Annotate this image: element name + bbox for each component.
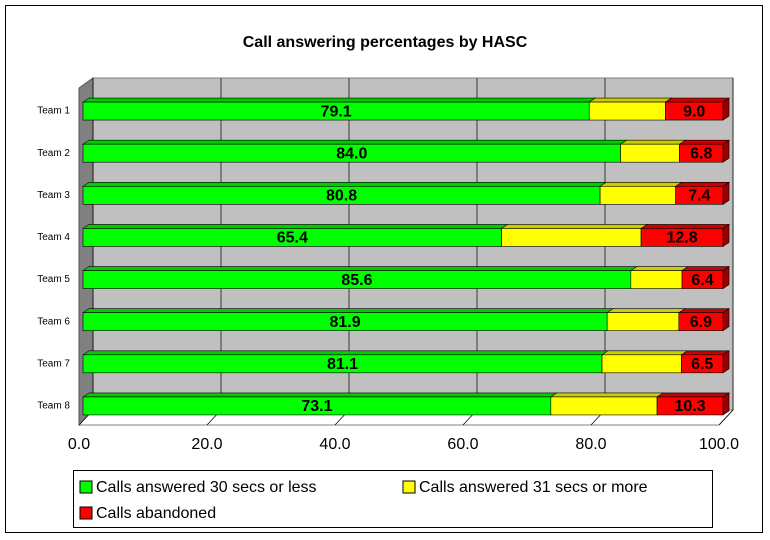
bar-top (606, 308, 686, 313)
data-label: 81.1 (327, 356, 358, 373)
x-tick-label: 40.0 (319, 436, 350, 453)
bar (679, 143, 724, 163)
bar-side (722, 266, 730, 290)
legend-swatch (402, 480, 416, 494)
bar-top (82, 224, 509, 229)
bar-side (722, 139, 730, 163)
bar-top (640, 224, 730, 229)
bar-top (680, 350, 730, 356)
bar-side (722, 350, 730, 374)
bar (599, 186, 676, 205)
data-label: 79.1 (321, 103, 352, 120)
y-tick-label: Team 8 (37, 401, 70, 412)
bar-top (82, 308, 615, 313)
legend-swatch (79, 506, 93, 520)
bar-top (500, 224, 649, 229)
x-tick-label: 60.0 (447, 436, 478, 453)
bar-top (678, 139, 730, 145)
bar (678, 312, 724, 331)
bar-side (722, 181, 730, 205)
y-tick-label: Team 5 (37, 274, 70, 285)
bar-top (82, 139, 628, 145)
bar-top (656, 392, 730, 398)
x-tick-label: 20.0 (191, 436, 222, 453)
data-label: 10.3 (674, 398, 705, 415)
bar-top (664, 97, 730, 103)
bar-top (82, 266, 638, 271)
bar (675, 186, 724, 205)
data-label: 9.0 (683, 103, 705, 120)
legend-label: Calls answered 30 secs or less (96, 479, 317, 496)
bar-top (677, 308, 730, 313)
data-label: 73.1 (301, 398, 332, 415)
chart-title: Call answering percentages by HASC (243, 34, 528, 51)
bar-top (82, 350, 610, 356)
bar (656, 396, 724, 416)
bar-top (82, 97, 597, 103)
data-label: 6.4 (691, 272, 713, 289)
legend-swatch (79, 480, 93, 494)
bar (588, 101, 666, 121)
y-tick-label: Team 1 (37, 106, 70, 117)
bar-side (722, 308, 730, 332)
x-tick-label: 80.0 (575, 436, 606, 453)
bar (681, 270, 724, 289)
bar (640, 228, 724, 247)
legend (73, 470, 713, 528)
data-label: 84.0 (336, 145, 367, 162)
y-tick-label: Team 3 (37, 190, 70, 201)
bar-top (588, 97, 673, 103)
bar-top (601, 350, 689, 356)
data-label: 65.4 (277, 230, 308, 247)
bar-side (722, 97, 730, 121)
bar (665, 101, 724, 121)
bar (681, 354, 724, 374)
bar-top (681, 266, 730, 271)
data-label: 6.5 (691, 356, 713, 373)
data-label: 12.8 (666, 230, 697, 247)
bar (620, 143, 680, 163)
data-label: 85.6 (341, 272, 372, 289)
y-tick-label: Team 4 (37, 232, 70, 243)
bar-top (82, 392, 558, 398)
bar (550, 396, 658, 416)
bar-side (722, 223, 730, 247)
legend-label: Calls abandoned (96, 505, 216, 522)
y-tick-label: Team 6 (37, 316, 70, 327)
data-label: 6.9 (690, 314, 712, 331)
data-label: 80.8 (326, 188, 357, 205)
bar-top (674, 182, 730, 187)
legend-label: Calls answered 31 secs or more (419, 479, 648, 496)
bar-top (82, 182, 608, 187)
bar (501, 228, 642, 247)
bar-top (619, 139, 687, 145)
bar (606, 312, 680, 331)
x-tick-label: 100.0 (699, 436, 739, 453)
data-label: 81.9 (330, 314, 361, 331)
bar-top (549, 392, 665, 398)
bar-top (629, 266, 690, 271)
y-tick-label: Team 2 (37, 148, 70, 159)
bar (601, 354, 682, 374)
y-tick-label: Team 7 (37, 358, 70, 369)
data-label: 7.4 (688, 188, 710, 205)
grid-line (718, 409, 734, 426)
bar-side (722, 392, 730, 416)
bar-top (599, 182, 683, 187)
data-label: 6.8 (690, 145, 712, 162)
x-tick-label: 0.0 (68, 436, 90, 453)
bar (630, 270, 683, 289)
